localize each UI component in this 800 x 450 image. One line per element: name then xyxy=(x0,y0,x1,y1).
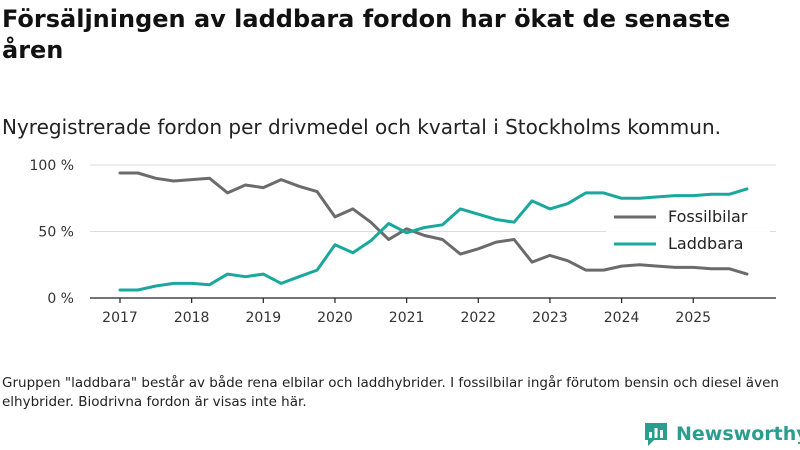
legend-background xyxy=(606,204,770,260)
brand-logo: Newsworthy xyxy=(644,421,800,447)
y-tick-label: 0 % xyxy=(47,291,74,307)
newsworthy-logo-icon xyxy=(645,423,667,446)
line-chart: 0 % 50 % 100 % 2017 2018 2019 2020 2021 2022 2023… xyxy=(30,158,776,326)
series-line-laddbara xyxy=(118,187,749,292)
x-tick-label: 2019 xyxy=(245,310,281,326)
y-tick-label: 100 % xyxy=(30,158,74,174)
chart-title: Försäljningen av laddbara fordon har öka… xyxy=(2,5,731,64)
footnote: Gruppen "laddbara" består av både rena e… xyxy=(2,375,779,410)
x-tick-label: 2025 xyxy=(675,310,711,326)
x-tick-label: 2024 xyxy=(604,310,640,326)
x-tick-label: 2021 xyxy=(389,310,425,326)
x-tick-label: 2022 xyxy=(460,310,496,326)
x-tick-label: 2018 xyxy=(174,310,210,326)
x-tick-label: 2023 xyxy=(532,310,568,326)
legend-label-laddbara: Laddbara xyxy=(668,234,743,253)
y-tick-label: 50 % xyxy=(38,225,74,241)
brand-name: Newsworthy xyxy=(676,423,800,445)
x-tick-label: 2020 xyxy=(317,310,353,326)
series-line-fossilbilar xyxy=(118,171,749,276)
x-tick-label: 2017 xyxy=(102,310,138,326)
legend-label-fossilbilar: Fossilbilar xyxy=(668,207,748,226)
chart-subtitle: Nyregistrerade fordon per drivmedel och … xyxy=(2,115,721,139)
